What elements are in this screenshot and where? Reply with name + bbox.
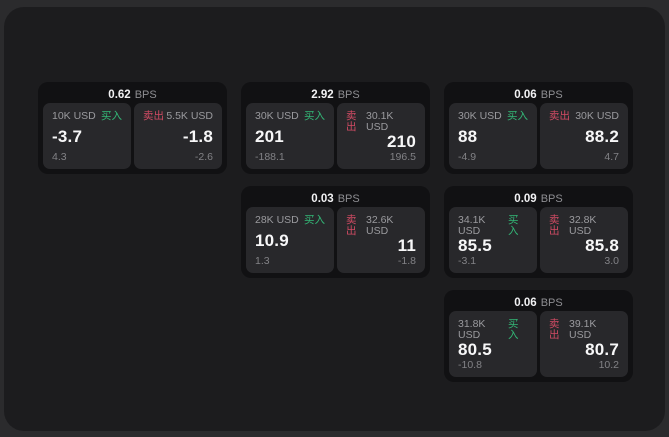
- bps-value: 0.62: [108, 89, 131, 101]
- buy-change: -188.1: [255, 150, 285, 163]
- card-header: 0.06 BPS: [449, 295, 628, 311]
- buy-change: 1.3: [255, 254, 270, 267]
- bps-unit: BPS: [540, 193, 563, 205]
- buy-quote-tile[interactable]: 28K USD 买入 10.9 1.3: [246, 207, 334, 273]
- buy-size-label: 34.1K USD: [458, 214, 486, 237]
- card-header: 0.03 BPS: [246, 191, 425, 207]
- card-body: 10K USD 买入 -3.7 4.3 卖出 5.5K USD -1.8 -2.…: [43, 103, 222, 169]
- sell-price: 11: [397, 236, 416, 256]
- buy-price: 201: [255, 127, 284, 146]
- quote-card: 2.92 BPS 30K USD 买入 201 -188.1 卖出 30.1K …: [241, 82, 430, 174]
- buy-side-tag: 买入: [507, 110, 528, 122]
- buy-size-label: 30K USD: [458, 110, 502, 122]
- card-body: 30K USD 买入 201 -188.1 卖出 30.1K USD 210 1…: [246, 103, 425, 169]
- buy-size-label: 31.8K USD: [458, 318, 486, 341]
- buy-side-tag: 买入: [508, 214, 519, 237]
- bps-unit: BPS: [337, 193, 360, 205]
- buy-change: -3.1: [458, 254, 477, 267]
- sell-change: 4.7: [604, 150, 619, 163]
- bps-value: 0.06: [514, 89, 537, 101]
- buy-quote-tile[interactable]: 34.1K USD 买入 85.5 -3.1: [449, 207, 537, 273]
- sell-quote-tile[interactable]: 卖出 32.6K USD 11 -1.8: [337, 207, 425, 273]
- sell-price: 210: [387, 132, 416, 152]
- sell-change: -1.8: [397, 254, 416, 267]
- bps-unit: BPS: [540, 297, 563, 309]
- buy-side-tag: 买入: [508, 318, 519, 341]
- sell-side-tag: 卖出: [346, 110, 357, 133]
- quote-card: 0.09 BPS 34.1K USD 买入 85.5 -3.1 卖出 32.8K…: [444, 186, 633, 278]
- sell-quote-tile[interactable]: 卖出 5.5K USD -1.8 -2.6: [134, 103, 222, 169]
- buy-side-tag: 买入: [101, 110, 122, 122]
- sell-size-label: 32.8K USD: [568, 214, 597, 237]
- buy-size-label: 28K USD: [255, 214, 299, 226]
- sell-price: 80.7: [585, 340, 619, 360]
- sell-quote-tile[interactable]: 卖出 39.1K USD 80.7 10.2: [540, 311, 628, 377]
- quote-card: 0.06 BPS 31.8K USD 买入 80.5 -10.8 卖出 39.1…: [444, 290, 633, 382]
- sell-side-tag: 卖出: [549, 214, 560, 237]
- sell-size-label: 32.6K USD: [365, 214, 394, 237]
- buy-change: -10.8: [458, 358, 482, 371]
- sell-size-label: 30K USD: [575, 110, 619, 122]
- quote-card: 0.03 BPS 28K USD 买入 10.9 1.3 卖出 32.6K US…: [241, 186, 430, 278]
- sell-price: 88.2: [585, 127, 619, 146]
- sell-price: 85.8: [585, 236, 619, 256]
- sell-size-label: 39.1K USD: [568, 318, 597, 341]
- buy-price: 88: [458, 127, 478, 146]
- sell-quote-tile[interactable]: 卖出 30K USD 88.2 4.7: [540, 103, 628, 169]
- buy-side-tag: 买入: [304, 110, 325, 122]
- bps-value: 0.03: [311, 193, 334, 205]
- sell-side-tag: 卖出: [549, 318, 560, 341]
- sell-side-tag: 卖出: [549, 110, 570, 122]
- bps-unit: BPS: [134, 89, 157, 101]
- buy-quote-tile[interactable]: 30K USD 买入 201 -188.1: [246, 103, 334, 169]
- buy-size-label: 30K USD: [255, 110, 299, 122]
- buy-quote-tile[interactable]: 10K USD 买入 -3.7 4.3: [43, 103, 131, 169]
- card-header: 0.09 BPS: [449, 191, 628, 207]
- buy-quote-tile[interactable]: 31.8K USD 买入 80.5 -10.8: [449, 311, 537, 377]
- sell-side-tag: 卖出: [143, 110, 164, 122]
- buy-size-label: 10K USD: [52, 110, 96, 122]
- bps-unit: BPS: [540, 89, 563, 101]
- buy-change: -4.9: [458, 150, 477, 163]
- quote-card: 0.62 BPS 10K USD 买入 -3.7 4.3 卖出 5.5K USD: [38, 82, 227, 174]
- buy-price: 10.9: [255, 231, 289, 250]
- sell-change: 3.0: [604, 254, 619, 267]
- sell-size-label: 5.5K USD: [166, 110, 213, 122]
- buy-side-tag: 买入: [304, 214, 325, 226]
- buy-price: -3.7: [52, 127, 83, 146]
- card-body: 34.1K USD 买入 85.5 -3.1 卖出 32.8K USD 85.8…: [449, 207, 628, 273]
- sell-size-label: 30.1K USD: [365, 110, 394, 133]
- card-header: 0.06 BPS: [449, 87, 628, 103]
- card-body: 30K USD 买入 88 -4.9 卖出 30K USD 88.2 4.7: [449, 103, 628, 169]
- buy-price: 80.5: [458, 340, 492, 360]
- bps-value: 0.06: [514, 297, 537, 309]
- sell-price: -1.8: [182, 127, 213, 146]
- buy-change: 4.3: [52, 150, 67, 163]
- bps-unit: BPS: [337, 89, 360, 101]
- quote-grid: 0.62 BPS 10K USD 买入 -3.7 4.3 卖出 5.5K USD: [38, 82, 633, 382]
- buy-quote-tile[interactable]: 30K USD 买入 88 -4.9: [449, 103, 537, 169]
- card-header: 2.92 BPS: [246, 87, 425, 103]
- card-body: 28K USD 买入 10.9 1.3 卖出 32.6K USD 11 -1.8: [246, 207, 425, 273]
- sell-change: 10.2: [598, 358, 619, 371]
- buy-price: 85.5: [458, 236, 492, 256]
- sell-change: -2.6: [194, 150, 213, 163]
- sell-quote-tile[interactable]: 卖出 32.8K USD 85.8 3.0: [540, 207, 628, 273]
- card-body: 31.8K USD 买入 80.5 -10.8 卖出 39.1K USD 80.…: [449, 311, 628, 377]
- sell-side-tag: 卖出: [346, 214, 357, 237]
- sell-change: 196.5: [389, 150, 416, 163]
- quote-card: 0.06 BPS 30K USD 买入 88 -4.9 卖出 30K USD: [444, 82, 633, 174]
- bps-value: 2.92: [311, 89, 334, 101]
- bps-value: 0.09: [514, 193, 537, 205]
- card-header: 0.62 BPS: [43, 87, 222, 103]
- sell-quote-tile[interactable]: 卖出 30.1K USD 210 196.5: [337, 103, 425, 169]
